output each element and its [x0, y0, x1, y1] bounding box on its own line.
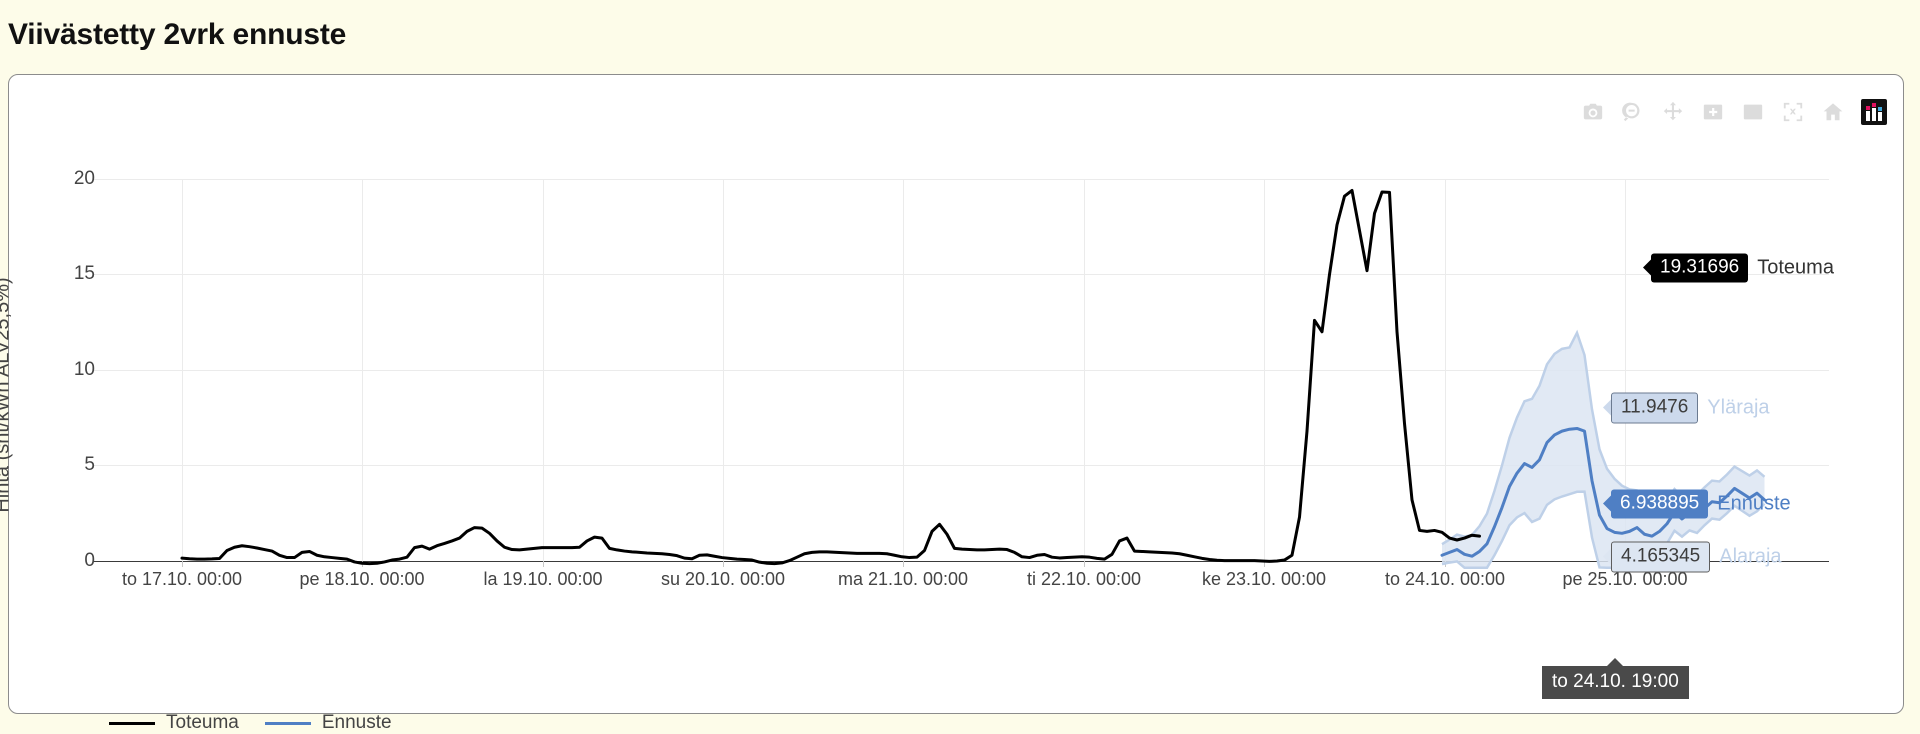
- actual-line: [180, 188, 1481, 566]
- legend-swatch-icon: [264, 721, 311, 725]
- x-tick-label: to 17.10. 00:00: [121, 569, 243, 589]
- price-forecast-chart: Hinta (snt/kWh ALV25,5%) 20 15 10 5 0: [0, 75, 1905, 733]
- home-icon[interactable]: [1821, 100, 1845, 124]
- lower-bound-line: [1441, 490, 1766, 569]
- ytick-dash-15: [93, 274, 101, 275]
- annotation-toteuma: 19.31696 Toteuma: [1651, 253, 1834, 283]
- x-tick-label: pe 18.10. 00:00: [299, 569, 425, 589]
- y-tick-label: 5: [84, 454, 95, 475]
- y-tick-label: 20: [73, 168, 95, 189]
- y-tick-label: 0: [84, 550, 95, 571]
- xtick-mark: [903, 561, 904, 567]
- gridline-5: [101, 465, 1829, 466]
- legend-swatch-icon: [109, 721, 155, 725]
- chart-traces: [180, 188, 1766, 569]
- ytick-dash-0: [93, 561, 101, 562]
- plotly-modebar: [1581, 99, 1887, 125]
- page-title: Viivästetty 2vrk ennuste: [8, 18, 347, 51]
- vgridline: [543, 179, 544, 561]
- x-tick-label: ti 22.10. 00:00: [1026, 569, 1142, 589]
- xtick-mark: [723, 561, 724, 567]
- vgridline: [1625, 179, 1626, 561]
- y-axis-title: Hinta (snt/kWh ALV25,5%): [0, 277, 14, 513]
- vgridline: [723, 179, 724, 561]
- gridline-15: [101, 274, 1829, 275]
- annotation-alaraja: 4.165345 Alaraja: [1611, 541, 1782, 573]
- camera-icon[interactable]: [1581, 100, 1605, 124]
- annotation-value-bubble: 6.938895: [1611, 489, 1709, 519]
- pan-icon[interactable]: [1661, 100, 1685, 124]
- x-tick-label: la 19.10. 00:00: [483, 569, 603, 589]
- x-axis-hover-tooltip: to 24.10. 19:00: [1542, 658, 1689, 699]
- zoom-out-icon[interactable]: [1741, 100, 1765, 124]
- annotation-series-name: Toteuma: [1757, 256, 1834, 279]
- forecast-line: [1440, 426, 1766, 558]
- plot-area[interactable]: 20 15 10 5 0 to 17.10. 00:00: [74, 168, 1829, 589]
- autoscale-icon[interactable]: [1781, 100, 1805, 124]
- xtick-mark: [1264, 561, 1265, 567]
- ytick-dash-10: [93, 370, 101, 371]
- zoom-icon[interactable]: [1621, 100, 1645, 124]
- chart-card: Hinta (snt/kWh ALV25,5%) 20 15 10 5 0: [0, 74, 1905, 733]
- y-tick-label: 15: [73, 263, 95, 284]
- plotly-logo-icon[interactable]: [1861, 99, 1887, 125]
- gridline-10: [101, 370, 1829, 371]
- xtick-mark: [543, 561, 544, 567]
- legend-label: Toteuma: [166, 712, 239, 733]
- annotation-ennuste: 6.938895 Ennuste: [1611, 489, 1791, 519]
- zeroline: [101, 561, 1829, 562]
- y-tick-label: 10: [73, 359, 95, 380]
- xtick-mark: [1084, 561, 1085, 567]
- vgridline: [903, 179, 904, 561]
- chart-legend: Toteuma Ennuste: [109, 712, 392, 734]
- vgridline: [1084, 179, 1085, 561]
- annotation-value-bubble: 11.9476: [1611, 392, 1699, 424]
- annotation-value-bubble: 4.165345: [1611, 541, 1711, 573]
- upper-bound-line: [1441, 329, 1766, 546]
- annotation-ylaraja: 11.9476 Yläraja: [1611, 392, 1770, 424]
- zoom-in-icon[interactable]: [1701, 100, 1725, 124]
- gridline-20: [101, 179, 1829, 180]
- x-tick-label: ma 21.10. 00:00: [837, 569, 969, 589]
- legend-label: Ennuste: [321, 712, 392, 733]
- vgridline: [1264, 179, 1265, 561]
- ytick-dash-5: [93, 465, 101, 466]
- x-tick-label: pe 25.10. 00:00: [1562, 569, 1688, 589]
- vgridline: [182, 179, 183, 561]
- annotation-series-name: Alaraja: [1719, 545, 1782, 568]
- x-tick-label: su 20.10. 00:00: [660, 569, 786, 589]
- x-tick-label: ke 23.10. 00:00: [1201, 569, 1327, 589]
- vgridline: [362, 179, 363, 561]
- legend-item-toteuma[interactable]: Toteuma: [109, 712, 239, 734]
- legend-item-ennuste[interactable]: Ennuste: [264, 712, 392, 734]
- annotation-value-bubble: 19.31696: [1651, 253, 1749, 283]
- xtick-mark: [182, 561, 183, 567]
- vgridline: [1445, 179, 1446, 561]
- x-tick-label: to 24.10. 00:00: [1384, 569, 1506, 589]
- annotation-series-name: Ennuste: [1717, 492, 1791, 515]
- annotation-series-name: Yläraja: [1707, 396, 1770, 419]
- ytick-dash-20: [93, 179, 101, 180]
